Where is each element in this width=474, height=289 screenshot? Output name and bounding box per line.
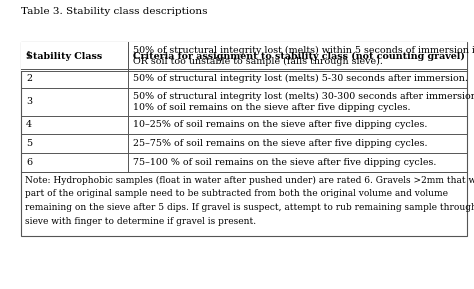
Text: 10–25% of soil remains on the sieve after five dipping cycles.: 10–25% of soil remains on the sieve afte…: [133, 121, 427, 129]
Text: 2: 2: [26, 74, 32, 83]
Text: 25–75% of soil remains on the sieve after five dipping cycles.: 25–75% of soil remains on the sieve afte…: [133, 139, 427, 148]
Text: Stability Class: Stability Class: [26, 52, 102, 61]
Text: 1: 1: [26, 51, 32, 60]
Text: Table 3. Stability class descriptions: Table 3. Stability class descriptions: [21, 7, 208, 16]
Text: 4: 4: [26, 121, 32, 129]
Text: 3: 3: [26, 97, 32, 106]
Text: 50% of structural integrity lost (melts) within 5 seconds of immersion in water,: 50% of structural integrity lost (melts)…: [133, 46, 474, 55]
Text: 5: 5: [26, 139, 32, 148]
Text: OR soil too unstable to sample (falls through sieve).: OR soil too unstable to sample (falls th…: [133, 57, 383, 66]
Text: 75–100 % of soil remains on the sieve after five dipping cycles.: 75–100 % of soil remains on the sieve af…: [133, 158, 436, 167]
Text: Criteria for assignment to stability class (not counting gravel): Criteria for assignment to stability cla…: [133, 52, 465, 61]
Text: 6: 6: [26, 158, 32, 167]
Text: 50% of structural integrity lost (melts) 30-300 seconds after immersion, OR <: 50% of structural integrity lost (melts)…: [133, 92, 474, 101]
Text: sieve with finger to determine if gravel is present.: sieve with finger to determine if gravel…: [25, 217, 256, 226]
Text: 10% of soil remains on the sieve after five dipping cycles.: 10% of soil remains on the sieve after f…: [133, 103, 410, 112]
Text: part of the original sample need to be subtracted from both the original volume : part of the original sample need to be s…: [25, 189, 448, 198]
Text: remaining on the sieve after 5 dips. If gravel is suspect, attempt to rub remain: remaining on the sieve after 5 dips. If …: [25, 203, 474, 212]
Bar: [21, 42, 467, 71]
Bar: [21, 42, 467, 236]
Text: Note: Hydrophobic samples (float in water after pushed under) are rated 6. Grave: Note: Hydrophobic samples (float in wate…: [25, 175, 474, 185]
Text: 50% of structural integrity lost (melts) 5-30 seconds after immersion.: 50% of structural integrity lost (melts)…: [133, 74, 467, 83]
